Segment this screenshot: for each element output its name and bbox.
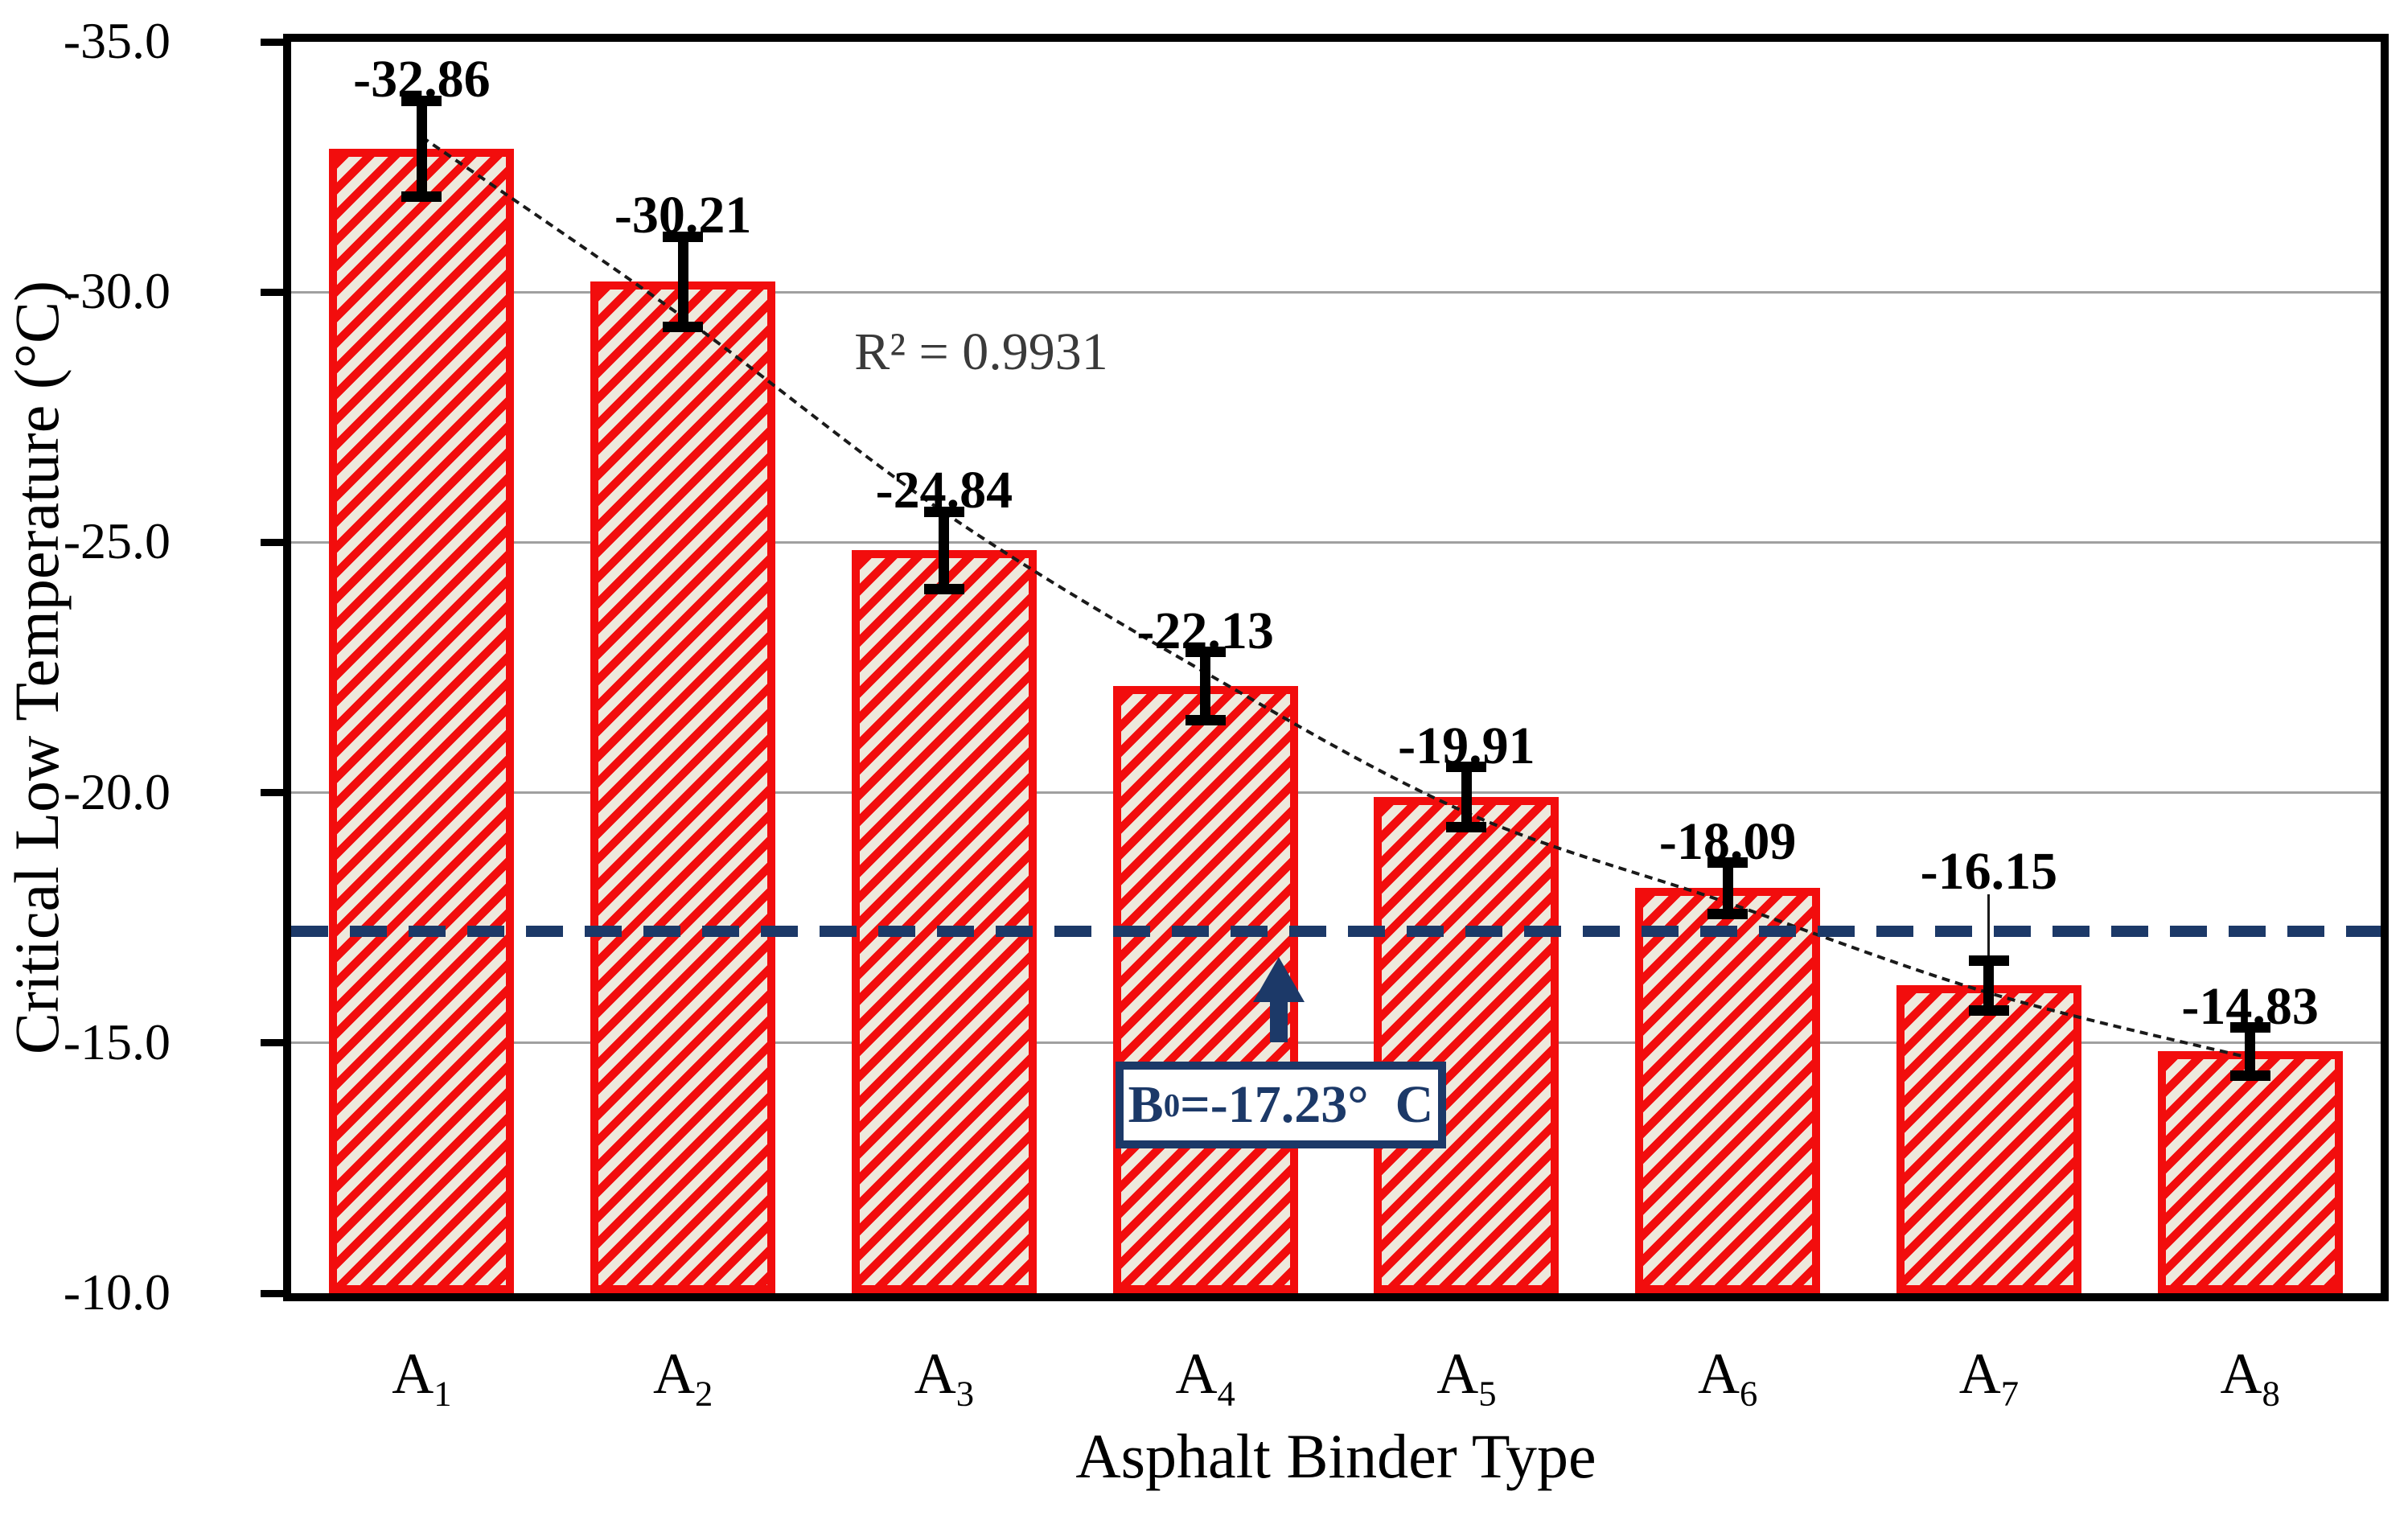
x-category-label: A1: [333, 1341, 510, 1425]
error-bar-cap: [1446, 762, 1487, 773]
bar-value-label: -19.91: [1398, 716, 1535, 775]
gridline: [291, 540, 2381, 544]
trendline-curve: [421, 135, 2251, 1060]
error-bar-shaft: [1200, 651, 1211, 721]
error-bar-cap: [2229, 1070, 2270, 1081]
bar-value-label: -22.13: [1136, 601, 1274, 660]
error-bar-shaft: [677, 236, 688, 327]
category-base: A: [652, 1341, 695, 1406]
category-subscript: 3: [955, 1373, 975, 1414]
y-tick-mark: [261, 1289, 283, 1297]
x-category-label: A4: [1117, 1341, 1294, 1425]
bar: [1635, 888, 1821, 1293]
error-bar-shaft: [1722, 862, 1733, 914]
category-base: A: [2220, 1341, 2262, 1406]
error-bar-shaft: [939, 511, 950, 590]
category-base: A: [1958, 1341, 2001, 1406]
category-base: A: [1697, 1341, 1740, 1406]
gridline: [291, 290, 2381, 294]
bar: [1374, 797, 1559, 1293]
y-tick-label: -30.0: [63, 262, 171, 320]
error-bar-shaft: [1983, 960, 1995, 1011]
annotation-box: B 0 =-17.23° C: [1116, 1062, 1446, 1148]
bar: [2157, 1051, 2343, 1293]
bar-value-label: -24.84: [875, 461, 1013, 520]
category-subscript: 6: [1739, 1373, 1758, 1414]
error-bar-cap: [923, 506, 964, 517]
category-base: A: [914, 1341, 956, 1406]
bar-value-label: -30.21: [614, 186, 752, 245]
x-category-label: A3: [856, 1341, 1033, 1425]
category-subscript: 5: [1478, 1373, 1497, 1414]
y-tick-label: -35.0: [63, 12, 171, 69]
y-tick-mark: [261, 1039, 283, 1047]
error-bar-cap: [1707, 908, 1748, 919]
label-leader-line: [1987, 894, 1991, 961]
error-bar-cap: [401, 191, 442, 203]
x-category-label: A2: [594, 1341, 771, 1425]
error-bar-cap: [663, 231, 704, 242]
y-tick-mark: [261, 538, 283, 546]
error-bar-cap: [923, 583, 964, 594]
annotation-subscript: 0: [1163, 1087, 1181, 1124]
error-bar-shaft: [416, 101, 427, 197]
category-base: A: [1436, 1341, 1479, 1406]
gridline: [291, 1041, 2381, 1045]
error-bar-cap: [1707, 857, 1748, 869]
y-tick-mark: [261, 38, 283, 46]
y-tick-mark: [261, 789, 283, 797]
error-bar-shaft: [1461, 766, 1472, 828]
annotation-arrow-up-icon: [1253, 957, 1305, 1002]
error-bar-cap: [1968, 955, 2009, 966]
error-bar-cap: [1185, 647, 1226, 658]
bar-value-label: -18.09: [1658, 811, 1797, 871]
annotation-base: B: [1128, 1075, 1164, 1134]
error-bar-cap: [1968, 1004, 2009, 1016]
error-bar-cap: [1446, 822, 1487, 833]
plot-area: B 0 =-17.23° C -32.86 -30.21 -24.84 -22.13 -19…: [261, 34, 2389, 1301]
x-category-label: A7: [1901, 1341, 2077, 1425]
error-bar-cap: [663, 321, 704, 332]
r-squared-label: R² = 0.9931: [854, 322, 1108, 381]
category-subscript: 8: [2262, 1373, 2280, 1414]
error-bar-cap: [2229, 1022, 2270, 1033]
gridline: [291, 791, 2381, 795]
error-bar-cap: [401, 95, 442, 106]
category-subscript: 2: [694, 1373, 713, 1414]
bar-value-label: -16.15: [1920, 842, 2058, 902]
error-bar-shaft: [2245, 1027, 2256, 1076]
bar: [1896, 985, 2081, 1293]
x-category-label: A8: [2162, 1341, 2339, 1425]
y-tick-label: -20.0: [63, 762, 171, 820]
y-tick-label: -15.0: [63, 1013, 171, 1070]
category-subscript: 7: [2000, 1373, 2020, 1414]
bar: [590, 281, 776, 1293]
y-tick-mark: [261, 288, 283, 296]
bar-value-label: -14.83: [2181, 976, 2319, 1036]
x-category-label: A5: [1378, 1341, 1555, 1425]
y-axis-title: Critical Low Temperature (°C): [2, 280, 72, 1055]
error-bar-cap: [1185, 714, 1226, 725]
x-category-label: A6: [1639, 1341, 1816, 1425]
bar-value-label: -32.86: [353, 50, 491, 109]
y-tick-label: -10.0: [63, 1263, 171, 1321]
category-base: A: [1175, 1341, 1218, 1406]
y-tick-label: -25.0: [63, 512, 171, 570]
x-axis-title: Asphalt Binder Type: [1075, 1421, 1596, 1491]
chart-overlay: [291, 135, 2381, 1060]
annotation-rest: =-17.23° C: [1180, 1075, 1434, 1134]
category-subscript: 4: [1217, 1373, 1235, 1414]
category-base: A: [392, 1341, 434, 1406]
annotation-arrow-shaft: [1270, 999, 1288, 1042]
category-subscript: 1: [434, 1373, 452, 1414]
